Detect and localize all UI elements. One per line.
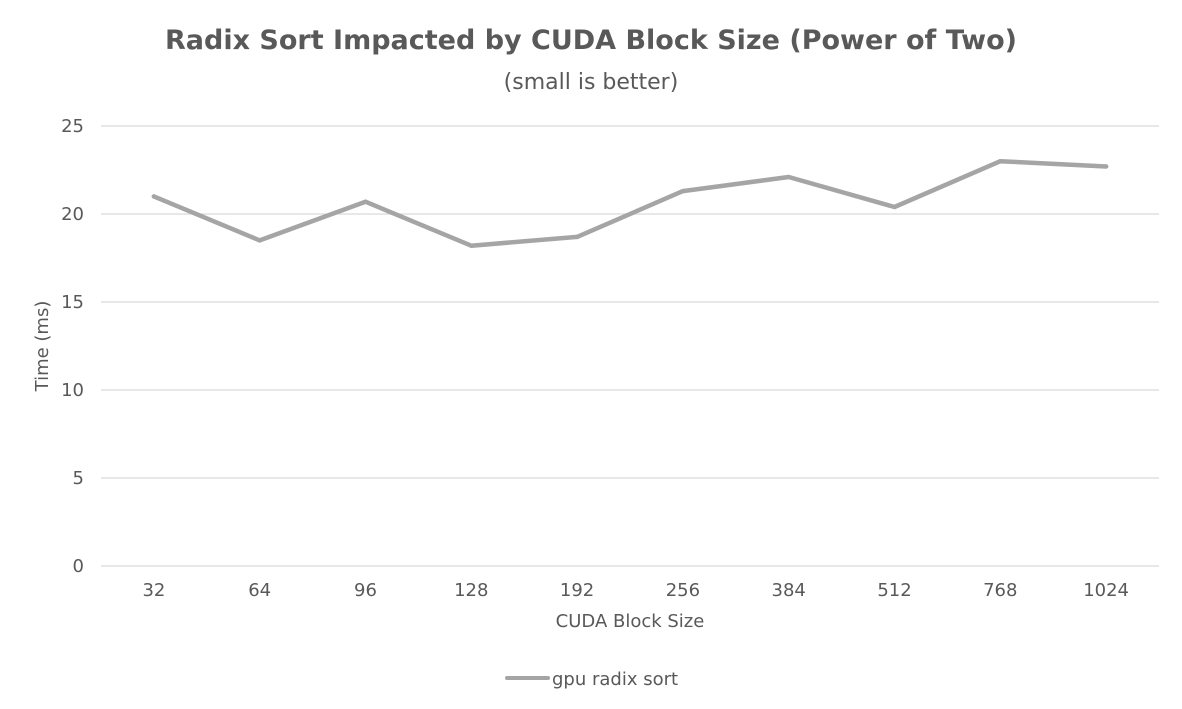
data-point <box>574 234 580 240</box>
x-tick-label: 512 <box>877 580 911 601</box>
gridlines <box>101 125 1159 567</box>
y-tick-label: 5 <box>73 468 84 489</box>
x-tick-label: 32 <box>142 580 165 601</box>
data-point <box>998 159 1003 164</box>
chart-title: Radix Sort Impacted by CUDA Block Size (… <box>165 25 1017 56</box>
x-tick-label: 64 <box>248 580 271 601</box>
data-point <box>680 188 686 194</box>
x-tick-label: 768 <box>983 580 1017 601</box>
x-tick-label: 384 <box>772 580 806 601</box>
legend-label: gpu radix sort <box>552 669 678 690</box>
data-point <box>892 204 897 210</box>
x-axis-ticks: 32 64 96 128 192 256 384 512 768 1024 <box>142 580 1129 601</box>
data-point <box>257 238 262 243</box>
x-tick-label: 256 <box>666 580 700 601</box>
data-point <box>786 174 791 180</box>
y-tick-label: 25 <box>61 116 84 137</box>
data-point <box>151 194 157 199</box>
data-point <box>1103 164 1109 169</box>
series-line <box>151 158 1109 248</box>
data-point <box>363 199 368 204</box>
y-tick-label: 0 <box>73 556 84 577</box>
y-tick-label: 20 <box>61 204 84 225</box>
y-tick-label: 15 <box>61 292 84 313</box>
y-axis-label: Time (ms) <box>32 301 53 393</box>
x-tick-label: 96 <box>354 580 377 601</box>
y-axis-ticks: 0 5 10 15 20 25 <box>61 116 84 577</box>
legend: gpu radix sort <box>505 669 678 690</box>
chart-subtitle: (small is better) <box>504 70 679 95</box>
x-tick-label: 1024 <box>1083 580 1129 601</box>
x-tick-label: 128 <box>454 580 488 601</box>
x-axis-label: CUDA Block Size <box>556 611 705 632</box>
y-tick-label: 10 <box>61 380 84 401</box>
x-tick-label: 192 <box>560 580 594 601</box>
data-point <box>469 243 474 248</box>
series-layer <box>151 158 1109 248</box>
